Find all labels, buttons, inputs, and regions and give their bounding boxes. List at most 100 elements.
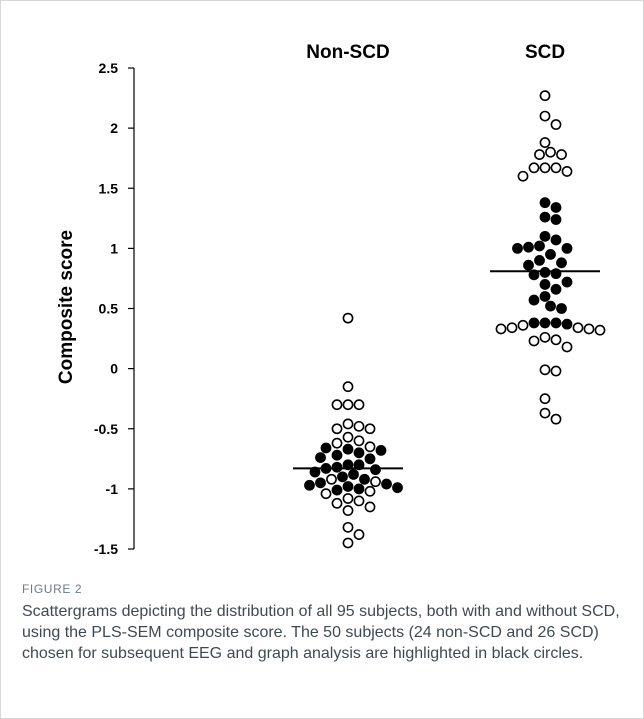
data-point-unselected (353, 495, 365, 507)
data-point-unselected (331, 399, 343, 411)
data-point-unselected (539, 90, 551, 102)
data-point-unselected (353, 435, 365, 447)
data-point-selected (550, 283, 562, 295)
data-point-selected (342, 481, 354, 492)
data-point-selected (561, 242, 573, 254)
data-point-unselected (550, 413, 562, 425)
data-point-selected (539, 197, 551, 209)
data-point-unselected (370, 476, 381, 488)
median-lines (293, 270, 600, 470)
y-tick-label: 0.5 (99, 301, 119, 317)
data-point-selected (392, 482, 403, 494)
data-point-unselected (353, 529, 365, 540)
data-point-selected (561, 318, 573, 330)
data-point-selected (523, 241, 534, 253)
data-point-unselected (539, 137, 551, 148)
data-point-selected (534, 254, 545, 266)
data-point-selected (331, 461, 343, 473)
data-point-selected (348, 469, 359, 480)
data-point-unselected (320, 488, 332, 500)
data-point-unselected (550, 365, 562, 377)
data-point-selected (331, 449, 343, 461)
data-point-unselected (326, 473, 337, 485)
data-point-selected (550, 317, 562, 329)
data-point-unselected (528, 162, 540, 174)
data-point-unselected (331, 437, 343, 449)
data-point-unselected (550, 334, 562, 346)
data-point-unselected (517, 319, 529, 331)
data-point-selected (545, 300, 556, 312)
data-point-selected (353, 483, 365, 495)
data-point-unselected (545, 146, 556, 158)
data-point-unselected (331, 497, 343, 509)
scatter-chart: Composite score 2.5 2 1.5 1 0.5 0 -0.5 -1 -1.5 N… (56, 42, 606, 557)
data-point-unselected (342, 418, 354, 430)
data-point-selected (539, 317, 551, 329)
data-point-selected (539, 267, 551, 278)
data-point-unselected (539, 162, 551, 174)
data-point-unselected (364, 501, 376, 513)
data-point-selected (359, 473, 370, 485)
data-point-selected (375, 444, 387, 456)
data-point-unselected (353, 399, 365, 411)
data-point-selected (315, 477, 326, 489)
data-point-selected (364, 453, 376, 465)
data-point-unselected (342, 312, 354, 324)
data-point-selected (315, 452, 326, 464)
data-point-unselected (495, 323, 507, 335)
data-point-selected (381, 478, 392, 490)
data-point-selected (539, 279, 551, 290)
data-point-selected (337, 471, 348, 483)
group-label-scd: SCD (525, 42, 565, 63)
y-tick-label: 0 (110, 361, 118, 377)
data-point-unselected (364, 485, 376, 497)
data-point-unselected (561, 166, 573, 177)
data-point-selected (512, 242, 523, 254)
data-point-unselected (561, 341, 573, 353)
data-point-unselected (539, 393, 551, 405)
data-point-unselected (572, 322, 584, 334)
data-point-selected (370, 464, 381, 476)
data-point-unselected (342, 493, 354, 504)
data-point-unselected (331, 423, 343, 435)
data-point-selected (534, 240, 545, 252)
y-tick-label: 1.5 (99, 180, 119, 196)
data-point-selected (550, 214, 562, 225)
y-tick-label: 2 (110, 120, 118, 136)
data-point-unselected (364, 441, 376, 453)
figure-label: FIGURE 2 (22, 582, 83, 596)
data-point-unselected (539, 407, 551, 419)
data-point-selected (539, 230, 551, 242)
data-point-unselected (364, 423, 376, 435)
data-point-unselected (342, 399, 354, 411)
data-point-unselected (342, 505, 354, 516)
data-points (304, 90, 606, 549)
data-point-selected (550, 202, 562, 213)
data-point-unselected (594, 324, 606, 336)
data-point-selected (539, 291, 551, 302)
data-point-unselected (342, 431, 354, 443)
data-point-selected (353, 447, 365, 459)
y-tick-label: 1 (110, 240, 118, 256)
figure-caption: Scattergrams depicting the distribution … (22, 603, 620, 662)
data-point-unselected (539, 364, 551, 376)
data-point-selected (556, 303, 567, 314)
data-point-unselected (342, 381, 354, 393)
data-point-unselected (583, 323, 595, 335)
data-point-selected (545, 248, 556, 260)
data-point-selected (342, 443, 354, 455)
data-point-selected (528, 317, 540, 329)
y-axis-ticks: 2.5 2 1.5 1 0.5 0 -0.5 -1 -1.5 (94, 60, 134, 557)
data-point-unselected (506, 322, 518, 334)
data-point-unselected (517, 170, 529, 182)
y-tick-label: -0.5 (94, 421, 118, 437)
group-label-non-scd: Non-SCD (306, 42, 389, 63)
y-tick-label: -1.5 (94, 541, 118, 557)
data-point-unselected (534, 149, 545, 160)
data-point-unselected (539, 110, 551, 122)
data-point-unselected (556, 149, 567, 160)
data-point-selected (331, 484, 343, 496)
data-point-selected (304, 479, 315, 491)
data-point-unselected (353, 420, 365, 432)
